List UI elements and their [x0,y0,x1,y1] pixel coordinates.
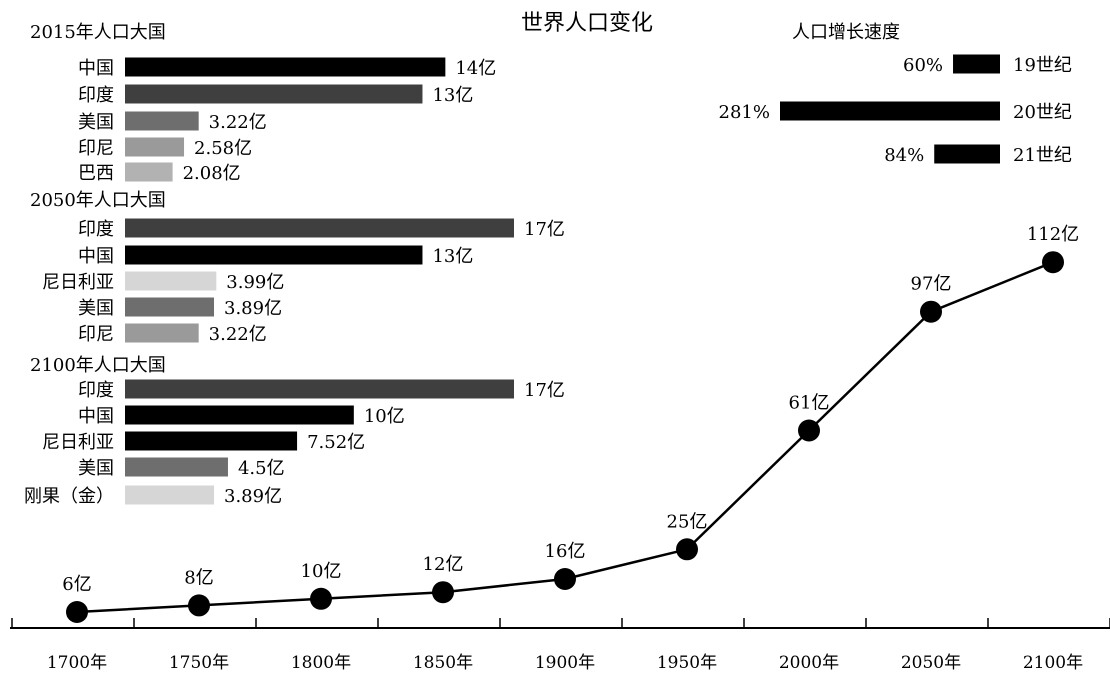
data-point [188,594,210,617]
country-label: 中国 [78,246,114,267]
population-bar [125,137,185,157]
data-point [554,568,576,590]
bar-value-label: 13亿 [432,246,473,267]
century-label: 19世纪 [1013,55,1072,76]
bar-value-label: 3.22亿 [209,324,267,345]
data-label: 10亿 [301,561,342,582]
bar-value-label: 2.08亿 [183,163,241,184]
x-tick-label: 1750年 [169,653,229,673]
country-label: 刚果（金） [24,486,114,507]
bar-value-label: 3.99亿 [226,272,284,293]
population-bar [125,405,354,425]
x-tick-label: 2000年 [779,653,839,673]
country-label: 尼日利亚 [42,272,114,293]
country-label: 中国 [78,58,114,79]
data-label: 12亿 [423,554,464,575]
century-label: 21世纪 [1013,145,1072,166]
country-label: 中国 [78,406,114,427]
population-bar [125,297,215,317]
bar-value-label: 3.89亿 [224,298,282,319]
data-point [798,419,820,442]
population-bar [125,162,173,182]
x-tick-label: 2100年 [1023,653,1083,673]
bar-value-label: 17亿 [524,219,565,240]
population-bar [125,323,199,343]
group-title: 2100年人口大国 [30,355,166,376]
x-tick-label: 1950年 [657,653,717,673]
population-bar [125,84,423,104]
growth-value-label: 84% [884,145,924,166]
population-bar [125,111,199,131]
bar-value-label: 10亿 [364,406,405,427]
bar-value-label: 3.89亿 [224,486,282,507]
population-bar [125,245,423,265]
growth-bar [780,101,1000,121]
data-point [920,300,942,323]
bar-value-label: 17亿 [524,380,565,401]
x-tick-label: 1800年 [291,653,351,673]
country-label: 印尼 [78,138,114,159]
data-point [432,581,454,604]
bar-value-label: 4.5亿 [238,458,285,479]
population-bar [125,271,217,291]
country-label: 美国 [78,298,114,319]
growth-value-label: 60% [903,55,943,76]
bar-value-label: 7.52亿 [307,432,365,453]
group-title: 2015年人口大国 [30,22,166,43]
growth-bar [953,54,1000,74]
data-label: 61亿 [789,393,830,414]
bar-value-label: 13亿 [432,85,473,106]
population-bar [125,485,215,505]
population-bar [125,379,514,399]
country-label: 尼日利亚 [42,432,114,453]
bar-value-label: 3.22亿 [209,112,267,133]
population-bar [125,57,446,77]
data-point [1042,251,1064,274]
group-title: 2050年人口大国 [30,190,166,211]
x-tick-label: 1850年 [413,653,473,673]
x-tick-label: 1700年 [47,653,107,673]
country-label: 印度 [78,219,114,240]
data-point [66,601,88,623]
data-label: 8亿 [184,567,213,588]
data-label: 112亿 [1027,224,1079,245]
country-label: 印度 [78,380,114,401]
data-label: 6亿 [62,574,91,595]
population-bar [125,431,298,451]
country-label: 印度 [78,85,114,106]
bar-value-label: 14亿 [455,58,496,79]
country-label: 美国 [78,458,114,479]
population-bar [125,457,228,477]
country-label: 美国 [78,112,114,133]
growth-title: 人口增长速度 [792,22,900,43]
country-label: 印尼 [78,324,114,345]
country-label: 巴西 [78,163,114,184]
century-label: 20世纪 [1013,102,1072,123]
data-point [676,538,698,561]
data-label: 16亿 [545,541,586,562]
data-label: 97亿 [911,274,952,295]
data-point [310,587,332,610]
chart-title: 世界人口变化 [521,11,653,36]
bar-value-label: 2.58亿 [194,138,252,159]
population-bar [125,218,514,238]
line-chart: 1700年 1750年 1800年 1850年 1900年 1950年 2000年 2050年… [10,224,1110,673]
growth-value-label: 281% [719,102,770,123]
data-label: 25亿 [667,511,708,532]
x-tick-label: 1900年 [535,653,595,673]
x-tick-label: 2050年 [901,653,961,673]
growth-bar [934,144,1000,164]
